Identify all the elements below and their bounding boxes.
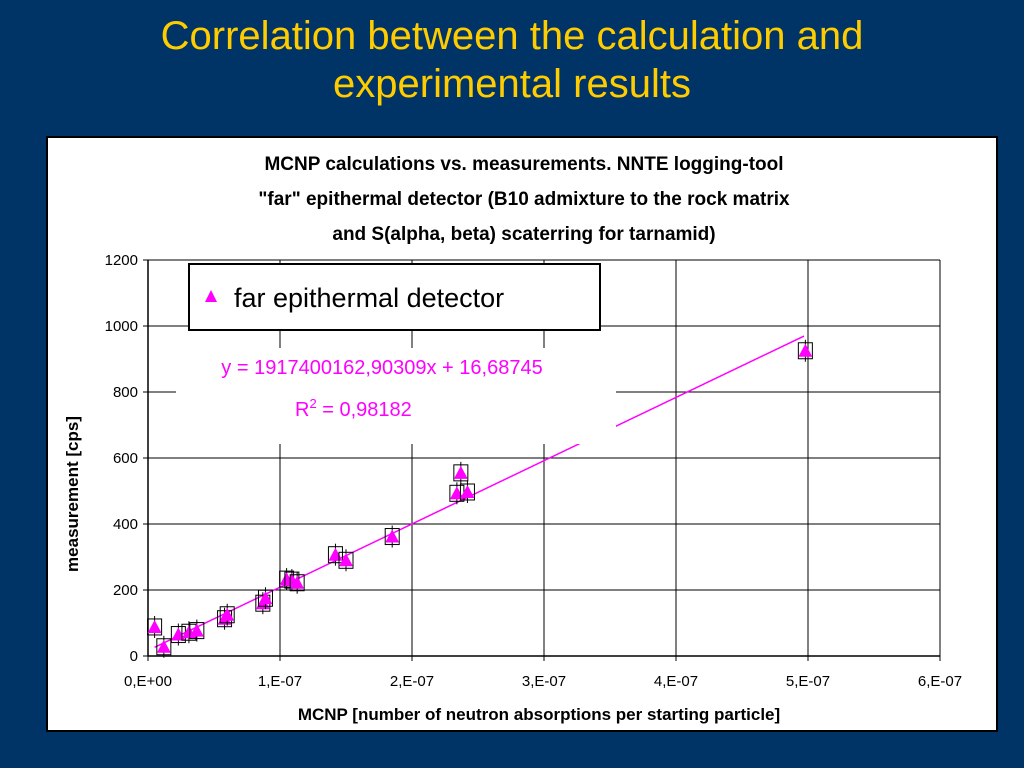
axes: 0 200 400 600 800 1000 1200 0,E+00 1,E-07 2,E-07 3… (105, 252, 962, 690)
x-tick-label: 1,E-07 (258, 673, 302, 690)
x-tick-label: 6,E-07 (918, 673, 962, 690)
legend-triangle-icon (205, 290, 217, 302)
x-tick-label: 4,E-07 (654, 673, 698, 690)
slide-title-line-2: experimental results (333, 62, 691, 106)
y-tick-label: 1000 (105, 318, 138, 335)
data-point (797, 339, 813, 362)
data-point (189, 619, 205, 642)
triangle-marker (798, 343, 813, 357)
data-point (338, 549, 354, 572)
triangle-marker (220, 607, 235, 621)
x-tick-label: 2,E-07 (390, 673, 434, 690)
data-point (257, 587, 273, 610)
triangle-marker (385, 529, 400, 543)
scatter-chart: MCNP calculations vs. measurements. NNTE… (63, 154, 962, 724)
r-squared-superscript: 2 (309, 396, 316, 411)
r-squared-prefix: R (295, 399, 309, 421)
data-point (170, 623, 186, 646)
y-tick-label: 1200 (105, 252, 138, 269)
triangle-marker (328, 547, 343, 561)
legend: far epithermal detector (188, 263, 601, 331)
y-tick-label: 200 (113, 582, 138, 599)
chart-panel: MCNP calculations vs. measurements. NNTE… (46, 136, 998, 732)
data-point (327, 543, 343, 566)
chart-title-line-1: MCNP calculations vs. measurements. NNTE… (264, 154, 783, 175)
r-squared-label: R2 = 0,98182 (295, 396, 412, 421)
x-tick-label: 5,E-07 (786, 673, 830, 690)
x-axis-label: MCNP [number of neutron absorptions per … (298, 705, 780, 724)
slide-title-line-1: Correlation between the calculation and (160, 14, 864, 58)
data-point (289, 571, 305, 594)
r-squared-value: = 0,98182 (317, 399, 412, 421)
trendline-equation: y = 1917400162,90309x + 16,68745 (221, 357, 542, 379)
data-point (219, 603, 235, 626)
data-point (459, 480, 475, 503)
data-points (147, 339, 813, 658)
x-tick-label: 0,E+00 (124, 673, 172, 690)
y-tick-label: 600 (113, 450, 138, 467)
triangle-marker (258, 591, 273, 605)
triangle-marker (189, 623, 204, 637)
chart-title-line-2: "far" epithermal detector (B10 admixture… (258, 189, 790, 210)
triangle-marker (156, 639, 171, 653)
triangle-marker (290, 575, 305, 589)
triangle-marker (460, 484, 475, 498)
triangle-marker (147, 619, 162, 633)
y-tick-label: 0 (130, 648, 138, 665)
y-axis-label: measurement [cps] (63, 416, 82, 572)
slide-title: Correlation between the calculation and … (0, 12, 1024, 108)
chart-title-line-3: and S(alpha, beta) scaterring for tarnam… (332, 224, 715, 245)
equation-box (176, 348, 616, 444)
y-tick-label: 800 (113, 384, 138, 401)
y-tick-label: 400 (113, 516, 138, 533)
triangle-marker (453, 465, 468, 479)
data-point (147, 615, 163, 638)
legend-box (188, 263, 601, 331)
legend-label: far epithermal detector (234, 283, 504, 313)
data-point (453, 461, 469, 484)
x-tick-label: 3,E-07 (522, 673, 566, 690)
data-point (449, 482, 465, 505)
data-point (156, 635, 172, 658)
triangle-marker (339, 553, 353, 567)
data-point (384, 525, 400, 548)
